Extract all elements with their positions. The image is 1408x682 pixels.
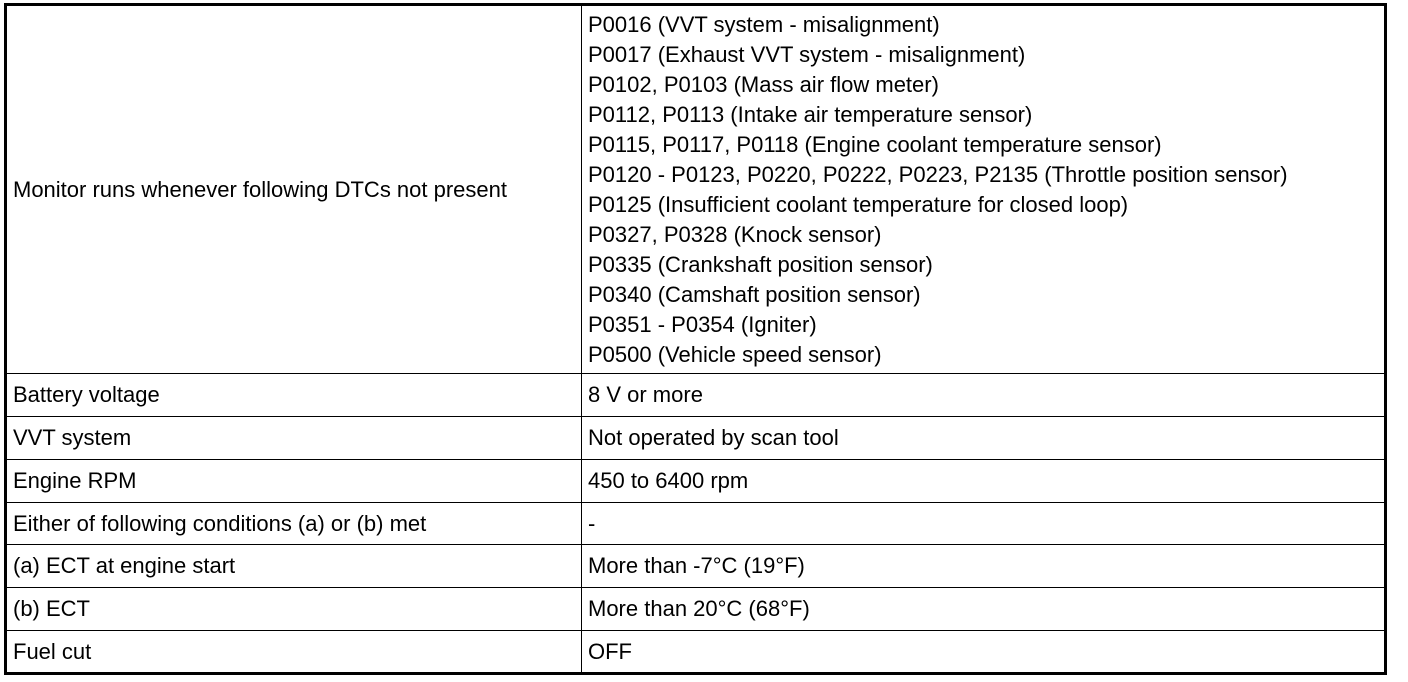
dtc-item: P0120 - P0123, P0220, P0222, P0223, P213… bbox=[588, 161, 1288, 187]
value-cell: More than 20°C (68°F) bbox=[581, 587, 1384, 632]
value-cell: 8 V or more bbox=[581, 373, 1384, 417]
value-cell: OFF bbox=[581, 630, 1384, 672]
condition-cell: VVT system bbox=[7, 416, 582, 460]
table-row: Engine RPM 450 to 6400 rpm bbox=[7, 458, 1384, 503]
dtc-item: P0351 - P0354 (Igniter) bbox=[588, 311, 817, 337]
dtc-item: P0112, P0113 (Intake air temperature sen… bbox=[588, 101, 1033, 127]
dtc-item: P0340 (Camshaft position sensor) bbox=[588, 281, 921, 307]
dtc-item: P0327, P0328 (Knock sensor) bbox=[588, 221, 882, 247]
condition-cell: Battery voltage bbox=[7, 373, 582, 417]
condition-cell: Either of following conditions (a) or (b… bbox=[7, 501, 582, 546]
condition-cell: (a) ECT at engine start bbox=[7, 544, 582, 589]
condition-cell: Fuel cut bbox=[7, 630, 582, 672]
dtc-item: P0125 (Insufficient coolant temperature … bbox=[588, 191, 1129, 217]
table-row: Battery voltage 8 V or more bbox=[7, 373, 1384, 417]
dtc-item: P0017 (Exhaust VVT system - misalignment… bbox=[588, 41, 1026, 67]
dtc-item: P0335 (Crankshaft position sensor) bbox=[588, 251, 933, 277]
condition-cell: (b) ECT bbox=[7, 587, 582, 632]
conditions-table: Monitor runs whenever following DTCs not… bbox=[7, 6, 1384, 672]
dtc-list-cell: P0016 (VVT system - misalignment) P0017 … bbox=[581, 6, 1384, 375]
table-row: (a) ECT at engine start More than -7°C (… bbox=[7, 544, 1384, 589]
dtc-item: P0115, P0117, P0118 (Engine coolant temp… bbox=[588, 131, 1162, 157]
table-row: Fuel cut OFF bbox=[7, 630, 1384, 672]
value-cell: More than -7°C (19°F) bbox=[581, 544, 1384, 589]
value-cell: 450 to 6400 rpm bbox=[581, 458, 1384, 503]
table-row-dtc: Monitor runs whenever following DTCs not… bbox=[7, 6, 1384, 375]
dtc-item: P0102, P0103 (Mass air flow meter) bbox=[588, 71, 939, 97]
table-row: VVT system Not operated by scan tool bbox=[7, 416, 1384, 460]
condition-cell: Monitor runs whenever following DTCs not… bbox=[7, 6, 582, 375]
value-cell: Not operated by scan tool bbox=[581, 416, 1384, 460]
dtc-item: P0500 (Vehicle speed sensor) bbox=[588, 341, 882, 367]
condition-cell: Engine RPM bbox=[7, 458, 582, 503]
table-row: Either of following conditions (a) or (b… bbox=[7, 501, 1384, 546]
table-row: (b) ECT More than 20°C (68°F) bbox=[7, 587, 1384, 632]
dtc-item: P0016 (VVT system - misalignment) bbox=[588, 11, 940, 37]
monitor-conditions-table: Monitor runs whenever following DTCs not… bbox=[4, 3, 1387, 675]
value-cell: - bbox=[581, 501, 1384, 546]
